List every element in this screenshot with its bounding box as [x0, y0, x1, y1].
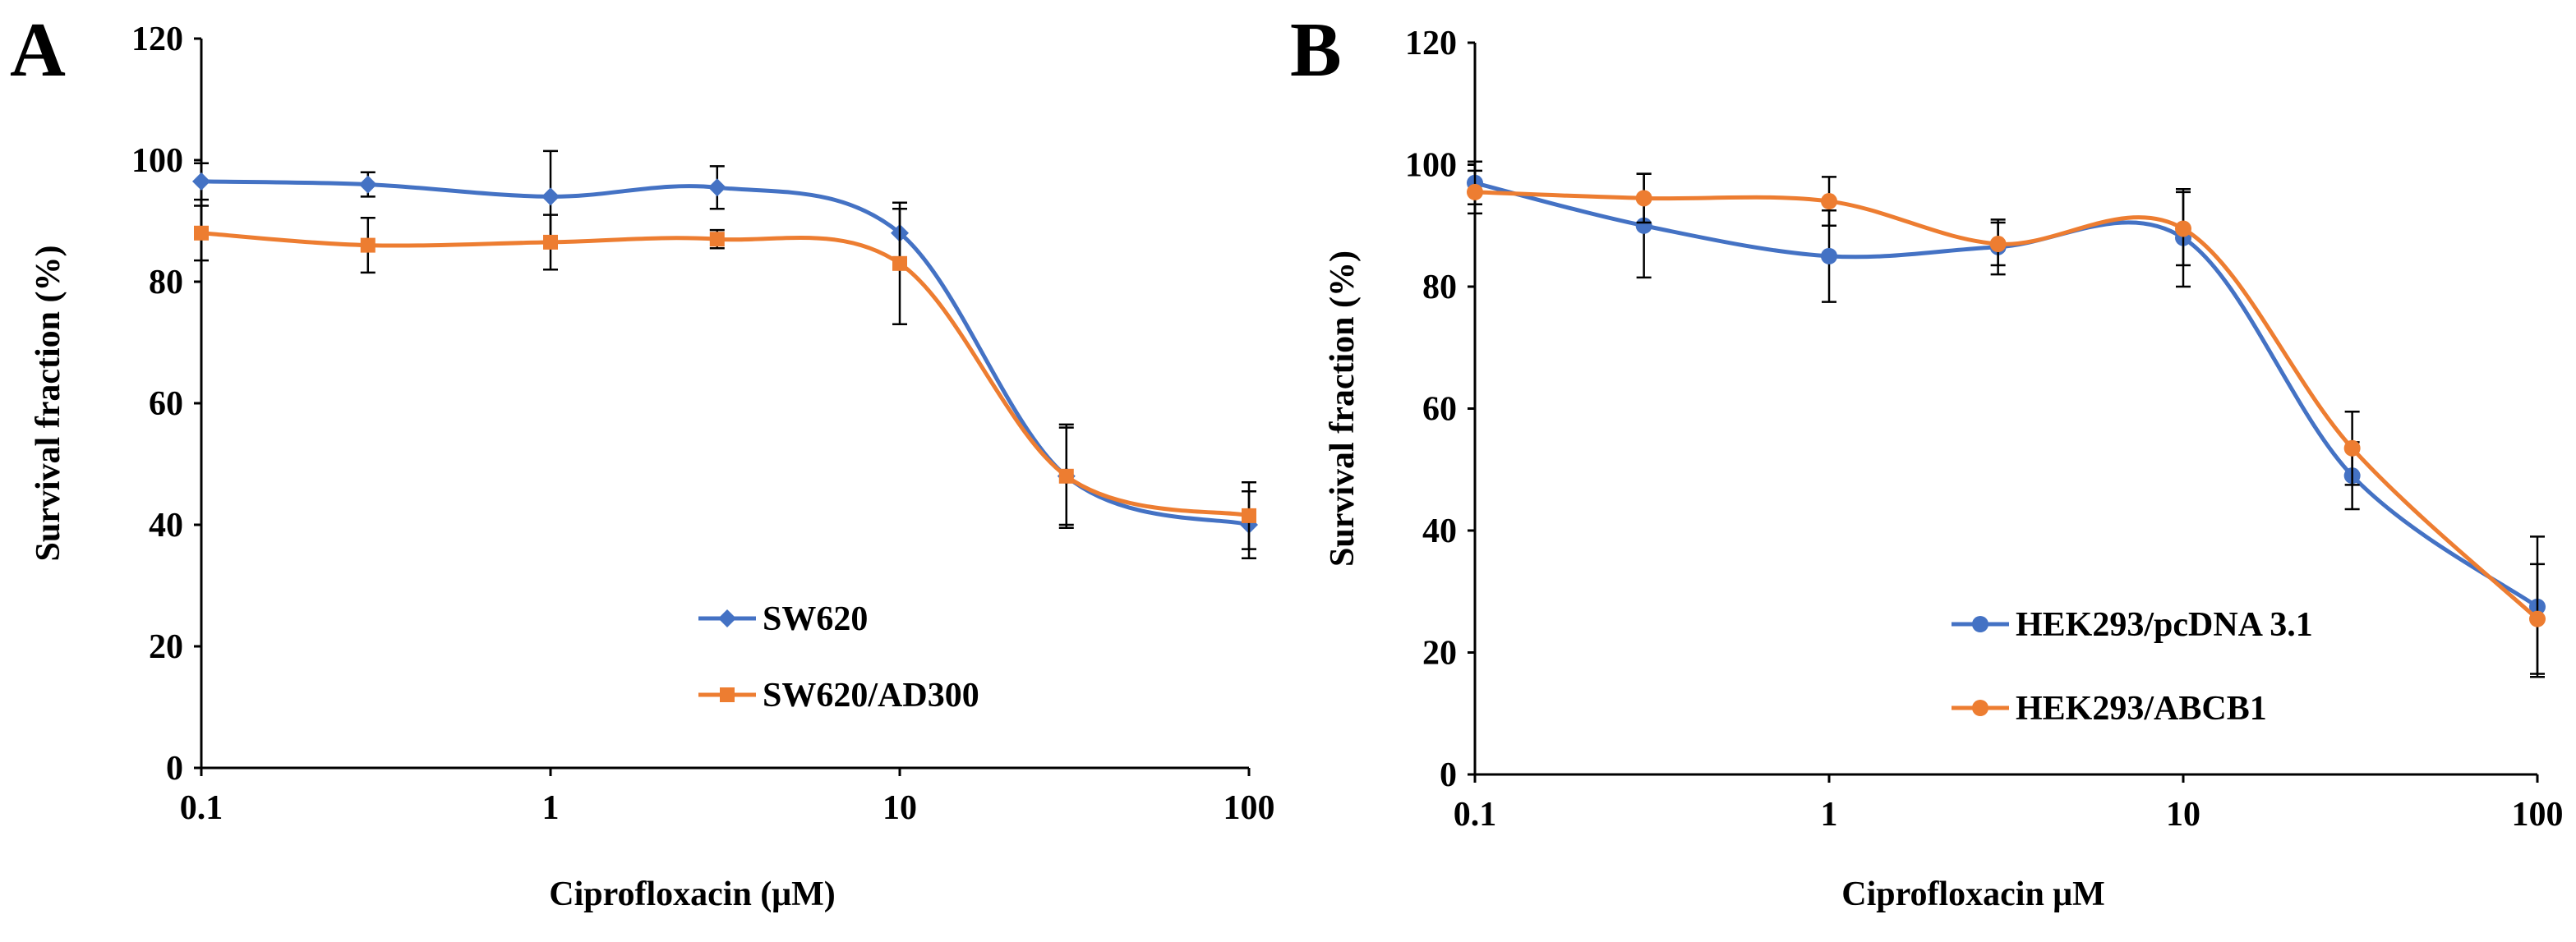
panel-a-x-tick-label: 10 — [882, 789, 917, 827]
panel-b-x-tick-label: 1 — [1821, 796, 1838, 834]
panel-a-y-tick-label: 0 — [166, 750, 183, 788]
panel-a-y-tick-label: 120 — [131, 21, 183, 58]
panel-b-legend: HEK293/pcDNA 3.1 HEK293/ABCB1 — [1952, 606, 2313, 728]
panel-a-legend: SW620 SW620/AD300 — [698, 600, 979, 715]
panel-b-series-line — [1474, 190, 2539, 621]
panel-a-data-point — [360, 237, 376, 253]
panel-a-series-line — [200, 179, 1250, 527]
panel-a-x-axis-title: Ciprofloxacin (μM) — [549, 875, 836, 913]
panel-a-legend-label: SW620/AD300 — [763, 677, 979, 715]
panel-b-x-tick-label: 0.1 — [1454, 796, 1497, 834]
panel-b-y-tick-label: 80 — [1422, 269, 1457, 306]
panel-b-data-point — [1467, 183, 1483, 200]
panel-b-data-point — [1635, 217, 1652, 234]
panel-a-y-tick-label: 40 — [149, 507, 183, 545]
panel-b-x-axis-title: Ciprofloxacin μM — [1841, 875, 2105, 913]
panel-a-data-point — [358, 175, 377, 194]
panel-a-y-axis-title: Survival fraction (%) — [30, 246, 67, 562]
panel-b-y-tick-label: 120 — [1405, 25, 1457, 62]
panel-b-data-point — [2175, 220, 2191, 237]
panel-b-y-axis-title: Survival fraction (%) — [1324, 250, 1362, 567]
panel-a-legend-label: SW620 — [763, 600, 868, 638]
panel-a: A 0 20 40 60 80 100 120 0.1 1 10 100 Survival fracti… — [10, 7, 1275, 913]
panel-a-data-point — [543, 234, 558, 250]
panel-b-data-point — [1989, 236, 2007, 253]
panel-b-series-0 — [1467, 160, 2546, 678]
panel-b-series-1 — [1467, 169, 2546, 675]
panel-a-data-point — [707, 178, 726, 197]
panel-b-letter: B — [1290, 7, 1342, 93]
panel-a-data-point — [1242, 508, 1256, 523]
panel-a-series-line — [200, 231, 1250, 518]
panel-a-x-tick-label: 1 — [542, 789, 560, 827]
panel-b-data-point — [2529, 610, 2546, 627]
panel-b-legend-label: HEK293/pcDNA 3.1 — [2016, 606, 2313, 644]
panel-b-legend-label: HEK293/ABCB1 — [2016, 690, 2267, 728]
panel-a-data-point — [892, 255, 907, 271]
panel-b: B 0 20 40 60 80 100 120 0.1 1 10 100 Survival fracti… — [1290, 7, 2564, 913]
panel-b-y-tick-label: 100 — [1405, 147, 1457, 185]
panel-a-series-1 — [194, 201, 1256, 550]
panel-a-data-point — [192, 172, 210, 191]
panel-a-x-tick-label: 0.1 — [180, 789, 223, 827]
panel-b-y-tick-label: 0 — [1440, 756, 1457, 794]
panel-a-letter: A — [10, 7, 66, 93]
panel-b-legend-marker — [1972, 616, 1988, 632]
panel-a-data-point — [541, 187, 560, 206]
panel-a-legend-marker — [718, 609, 736, 627]
panel-b-x-tick-label: 10 — [2166, 796, 2200, 834]
panel-a-series-0 — [192, 149, 1258, 559]
panel-a-data-point — [194, 225, 209, 241]
panel-b-x-tick-label: 100 — [2512, 796, 2564, 834]
panel-b-data-point — [1821, 247, 1837, 264]
panel-b-y-tick-label: 60 — [1422, 391, 1457, 429]
panel-a-y-tick-label: 80 — [149, 264, 183, 301]
panel-b-y-tick-label: 40 — [1422, 512, 1457, 550]
panel-b-legend-marker — [1972, 700, 1988, 716]
panel-b-data-point — [1821, 193, 1837, 210]
panel-a-legend-marker — [720, 687, 735, 702]
panel-a-y-tick-label: 60 — [149, 385, 183, 423]
panel-b-y-tick-label: 20 — [1422, 635, 1457, 673]
panel-a-y-tick-label: 100 — [131, 142, 183, 180]
panel-a-y-tick-label: 20 — [149, 628, 183, 666]
panel-b-data-point — [2343, 439, 2361, 457]
panel-a-data-point — [1058, 468, 1074, 484]
panel-b-data-point — [1635, 190, 1652, 207]
panel-a-x-tick-label: 100 — [1223, 789, 1275, 827]
panel-a-data-point — [709, 232, 725, 247]
